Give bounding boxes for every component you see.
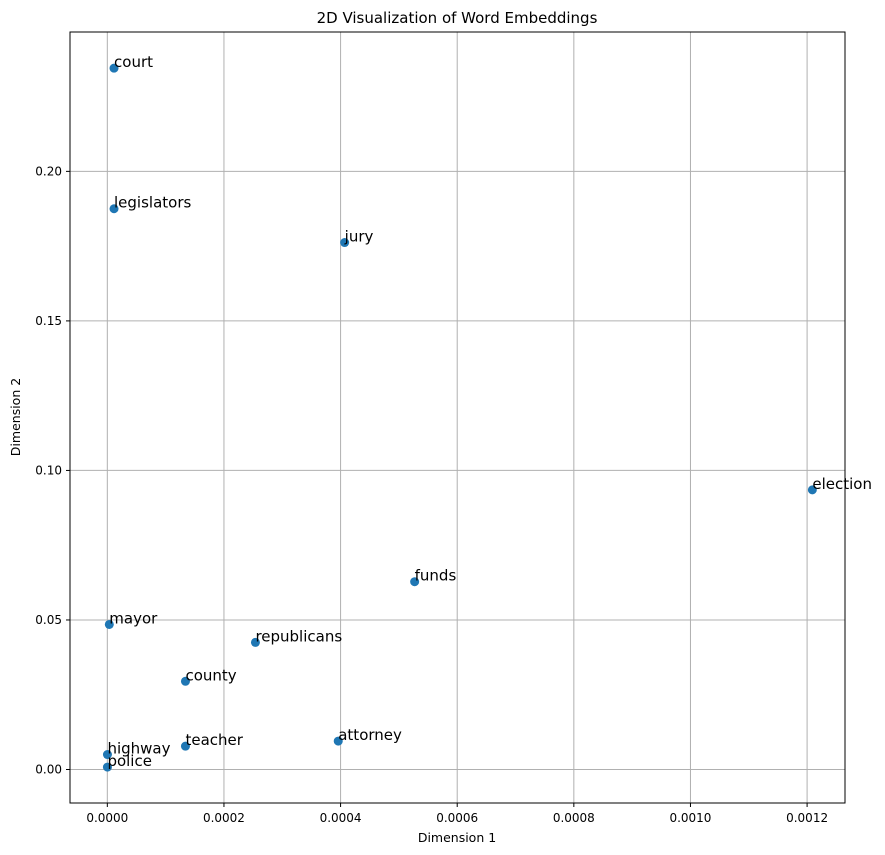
x-tick-label: 0.0004 <box>320 811 362 825</box>
x-tick-label: 0.0006 <box>436 811 478 825</box>
x-tick-label: 0.0012 <box>786 811 828 825</box>
x-tick-label: 0.0010 <box>669 811 711 825</box>
point-label-jury: jury <box>344 228 374 246</box>
y-tick-label: 0.10 <box>35 463 62 477</box>
y-tick-label: 0.05 <box>35 613 62 627</box>
data-point-county <box>180 676 190 686</box>
x-tick-label: 0.0000 <box>86 811 128 825</box>
data-point-republicans <box>250 637 260 647</box>
data-point-highway <box>102 750 112 760</box>
plot-frame <box>69 31 846 804</box>
point-labels: court legislators jury election funds mayor re… <box>107 53 872 770</box>
chart-title: 2D Visualization of Word Embeddings <box>317 9 598 27</box>
data-point-attorney <box>333 736 343 746</box>
y-axis-ticks: 0.00 0.05 0.10 0.15 0.20 <box>35 164 70 777</box>
y-tick-label: 0.15 <box>35 314 62 328</box>
data-point-election <box>807 485 817 495</box>
y-tick-label: 0.00 <box>35 763 62 777</box>
data-point-teacher <box>180 741 190 751</box>
point-label-attorney: attorney <box>338 726 402 744</box>
point-label-county: county <box>185 666 236 684</box>
x-tick-label: 0.0008 <box>553 811 595 825</box>
point-label-legislators: legislators <box>114 194 191 212</box>
data-point-court <box>109 63 119 73</box>
x-tick-label: 0.0002 <box>203 811 245 825</box>
grid <box>70 32 845 803</box>
point-label-election: election <box>812 475 872 493</box>
data-point-funds <box>410 577 420 587</box>
y-tick-label: 0.20 <box>35 164 62 178</box>
data-point-jury <box>340 238 350 248</box>
point-label-republicans: republicans <box>255 627 342 645</box>
point-label-teacher: teacher <box>185 731 243 749</box>
point-label-highway: highway <box>107 740 170 758</box>
y-axis-label: Dimension 2 <box>8 378 23 456</box>
data-point-police <box>102 762 112 772</box>
point-label-mayor: mayor <box>109 609 158 627</box>
point-label-court: court <box>114 53 153 71</box>
x-axis-ticks: 0.0000 0.0002 0.0004 0.0006 0.0008 0.0010 0.00… <box>86 803 828 825</box>
point-label-police: police <box>107 752 152 770</box>
data-point-legislators <box>109 204 119 214</box>
data-points <box>102 63 817 772</box>
data-point-mayor <box>104 619 114 629</box>
x-axis-label: Dimension 1 <box>418 830 496 845</box>
point-label-funds: funds <box>415 567 457 585</box>
